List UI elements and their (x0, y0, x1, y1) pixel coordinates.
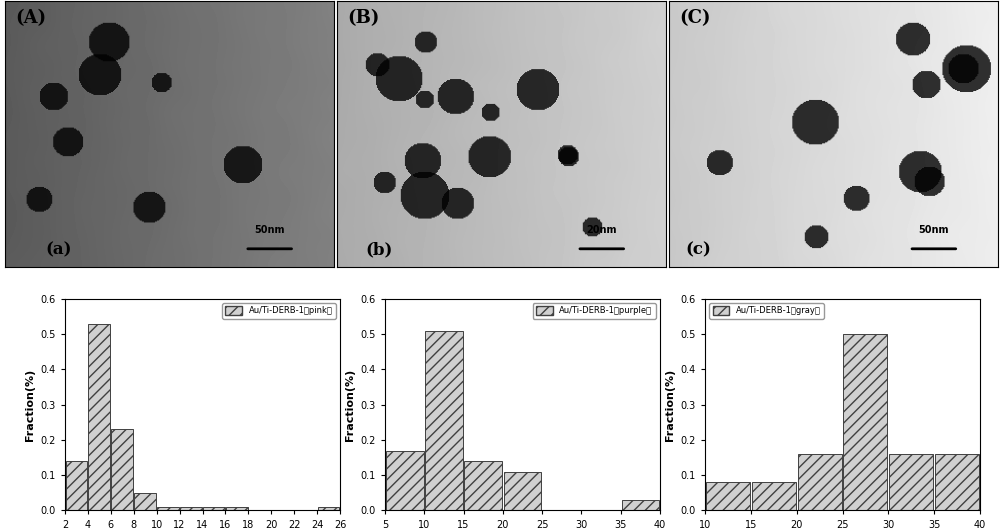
Y-axis label: Fraction(%): Fraction(%) (665, 369, 675, 441)
Bar (157, 507, 179, 510)
Text: (A): (A) (15, 9, 46, 27)
Bar (464, 461, 502, 510)
Bar (203, 507, 225, 510)
Bar (752, 482, 796, 510)
Legend: Au/Ti-DERB-1（gray）: Au/Ti-DERB-1（gray） (709, 303, 824, 319)
Text: 20nm: 20nm (587, 225, 617, 235)
Legend: Au/Ti-DERB-1（pink）: Au/Ti-DERB-1（pink） (222, 303, 336, 319)
Bar (111, 430, 133, 510)
Text: (c): (c) (685, 241, 711, 259)
Bar (622, 500, 659, 510)
Bar (706, 482, 750, 510)
Bar (504, 472, 541, 510)
Text: (C): (C) (679, 9, 711, 27)
Text: 50nm: 50nm (919, 225, 949, 235)
Text: (b): (b) (365, 241, 392, 259)
Bar (318, 507, 339, 510)
Bar (843, 334, 887, 510)
Bar (386, 451, 424, 510)
Y-axis label: Fraction(%): Fraction(%) (25, 369, 35, 441)
Text: (B): (B) (347, 9, 379, 27)
Bar (66, 461, 87, 510)
Y-axis label: Fraction(%): Fraction(%) (345, 369, 355, 441)
Bar (88, 324, 110, 510)
Text: 50nm: 50nm (254, 225, 285, 235)
Bar (935, 454, 979, 510)
Bar (798, 454, 842, 510)
Bar (180, 507, 202, 510)
Bar (425, 331, 463, 510)
Bar (134, 493, 156, 510)
Bar (226, 507, 248, 510)
Bar (889, 454, 933, 510)
Legend: Au/Ti-DERB-1（purple）: Au/Ti-DERB-1（purple） (533, 303, 656, 319)
Text: (a): (a) (45, 241, 72, 259)
